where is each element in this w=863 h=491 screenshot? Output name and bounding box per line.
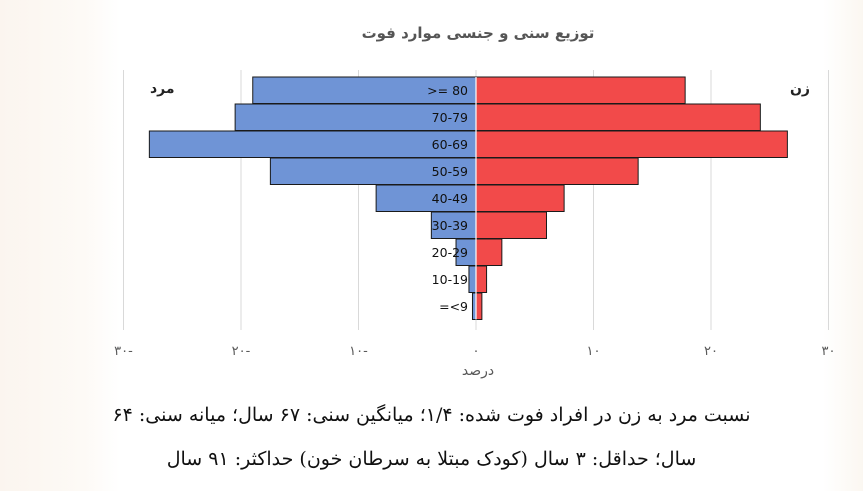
women-bar-10-19	[475, 265, 488, 293]
age-group-label: 30-39	[432, 218, 468, 233]
x-tick-label: ۲۰-	[232, 344, 251, 359]
x-tick-label: ۳۰	[822, 344, 836, 359]
population-pyramid-chart: توزیع سنی و جنسی موارد فوت =<9 10-19 20-29…	[114, 24, 835, 379]
men-bar-40-49	[375, 184, 477, 212]
x-tick-label: ۱۰-	[349, 344, 368, 359]
age-group-label: 10-19	[432, 272, 468, 287]
age-group-label: 50-59	[432, 164, 468, 179]
x-tick-label: ۳۰-	[114, 344, 133, 359]
women-bar-=<9	[475, 292, 483, 320]
women-bar-20-29	[475, 238, 503, 266]
caption-line-2: سال؛ حداقل: ۳ سال (کودک مبتلا به سرطان خ…	[166, 448, 697, 470]
women-bar-40-49	[475, 184, 565, 212]
women-bar-50-59	[475, 157, 639, 185]
background-right	[823, 0, 863, 491]
men-bar-70-79	[234, 103, 477, 131]
age-group-label: >= 80	[427, 83, 468, 98]
women-bar-30-39	[475, 211, 547, 239]
age-group-label: 70-79	[432, 110, 468, 125]
bars	[148, 76, 788, 320]
men-bar-10-19	[468, 265, 477, 293]
men-bar-60-69	[148, 130, 477, 158]
x-tick-label: ۱۰	[587, 344, 601, 359]
age-group-label: 20-29	[432, 245, 468, 260]
age-group-label: 60-69	[432, 137, 468, 152]
age-group-label: 40-49	[432, 191, 468, 206]
background-left	[0, 0, 120, 491]
x-axis-title: درصد	[462, 363, 494, 379]
series-label-men: مرد	[150, 81, 175, 97]
women-bar-60-69	[475, 130, 788, 158]
women-bar->= 80	[475, 76, 686, 104]
chart-title: توزیع سنی و جنسی موارد فوت	[362, 24, 595, 42]
category-labels: =<9 10-19 20-29 30-39 40-49 50-59 60-69 70-79 >=…	[427, 83, 468, 314]
x-tick-label: ۰	[473, 344, 480, 359]
series-label-women: زن	[790, 81, 810, 97]
men-bar->= 80	[252, 76, 477, 104]
x-tick-label: ۲۰	[704, 344, 718, 359]
women-bar-70-79	[475, 103, 761, 131]
age-group-label: =<9	[439, 299, 468, 314]
x-axis-ticks: ۳۰- ۲۰- ۱۰- ۰ ۱۰ ۲۰ ۳۰	[114, 344, 835, 359]
caption-line-1: نسبت مرد به زن در افراد فوت شده: ۱/۴؛ می…	[112, 404, 751, 426]
